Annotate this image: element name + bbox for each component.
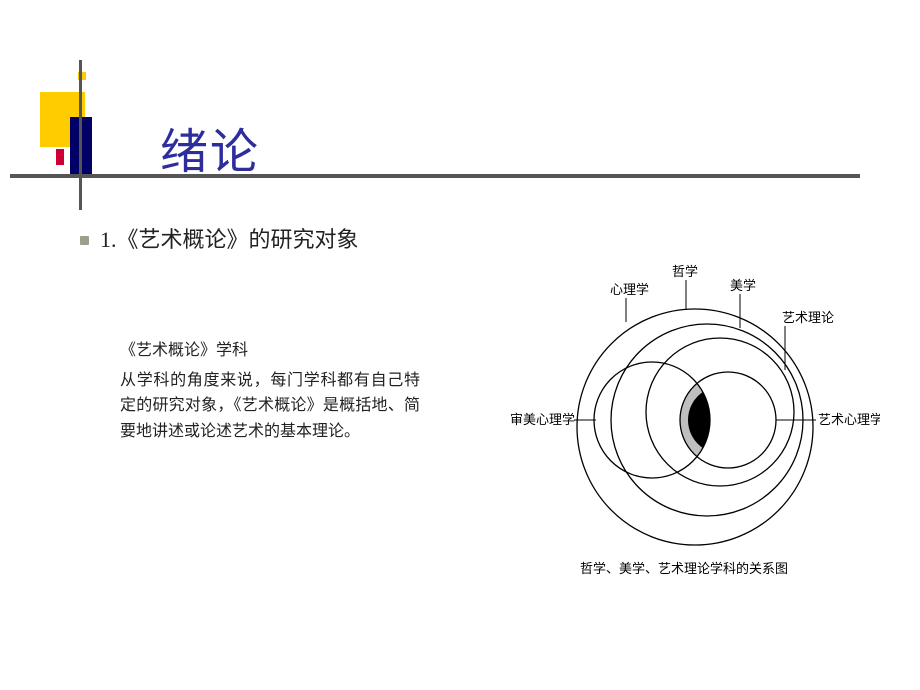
bullet-icon	[80, 236, 89, 245]
slide-title: 绪论	[160, 112, 260, 182]
svg-text:哲学: 哲学	[672, 264, 698, 279]
section-heading: 1.《艺术概论》的研究对象	[100, 222, 359, 254]
vertical-rule	[79, 60, 82, 210]
svg-text:心理学: 心理学	[610, 282, 649, 297]
body-text: 从学科的角度来说，每门学科都有自己特定的研究对象，《艺术概论》是概括地、简要地讲…	[120, 368, 420, 445]
venn-svg: 心理学 哲学美学艺术理论审美心理学 艺术心理学	[510, 262, 880, 572]
svg-text:艺术心理学: 艺术心理学	[818, 412, 880, 427]
svg-text:审美心理学: 审美心理学	[510, 412, 575, 427]
svg-text:艺术理论: 艺术理论	[782, 310, 834, 325]
body-text-block: 《艺术概论》学科 从学科的角度来说，每门学科都有自己特定的研究对象，《艺术概论》…	[120, 338, 420, 444]
slide: 绪论 1.《艺术概论》的研究对象 《艺术概论》学科 从学科的角度来说，每门学科都…	[0, 0, 920, 690]
sub-heading: 《艺术概论》学科	[120, 338, 420, 364]
decor-square-red	[56, 149, 64, 165]
svg-text:美学: 美学	[730, 278, 756, 293]
diagram-caption: 哲学、美学、艺术理论学科的关系图	[580, 558, 788, 577]
horizontal-rule	[10, 174, 860, 178]
section-text: 《艺术概论》的研究对象	[117, 227, 359, 252]
section-number: 1.	[100, 227, 117, 252]
venn-diagram: 心理学 哲学美学艺术理论审美心理学 艺术心理学	[510, 262, 880, 572]
